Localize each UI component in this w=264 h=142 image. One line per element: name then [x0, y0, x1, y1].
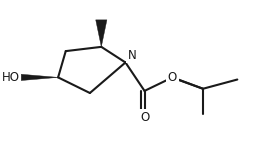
Text: HO: HO: [2, 71, 20, 84]
Text: N: N: [128, 49, 136, 62]
Text: O: O: [140, 111, 149, 124]
Polygon shape: [21, 74, 58, 81]
Text: O: O: [168, 71, 177, 84]
Polygon shape: [96, 20, 107, 47]
